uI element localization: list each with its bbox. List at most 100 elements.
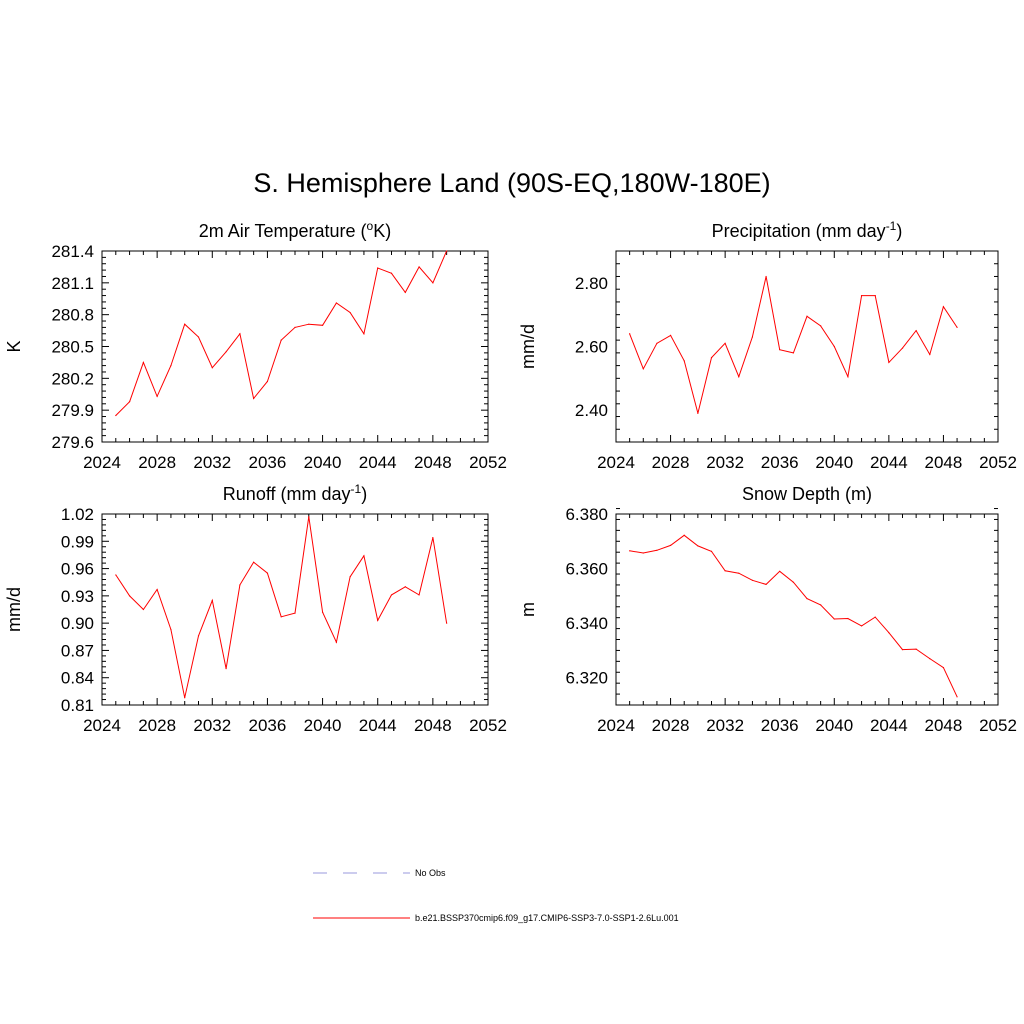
- data-point: [751, 336, 754, 338]
- data-point: [942, 306, 945, 308]
- y-axis-label: K: [4, 340, 24, 352]
- panel-title-text: 2m Air Temperature (: [199, 221, 367, 241]
- data-point: [779, 349, 781, 351]
- y-tick-label: 6.380: [565, 505, 608, 524]
- data-point: [820, 325, 822, 327]
- series-line: [629, 534, 958, 698]
- data-point: [915, 648, 917, 650]
- panel-title-suffix: ): [361, 484, 367, 504]
- y-tick-label: 2.60: [575, 338, 608, 357]
- panel-title-suffix: ): [896, 221, 902, 241]
- data-point: [432, 282, 434, 284]
- data-point: [929, 658, 931, 660]
- data-point: [656, 549, 658, 551]
- data-point: [751, 579, 754, 581]
- y-tick-label: 0.90: [61, 614, 94, 633]
- data-point: [211, 599, 213, 602]
- y-tick-label: 6.340: [565, 614, 608, 633]
- data-point: [321, 611, 324, 613]
- data-point: [211, 367, 213, 369]
- y-tick-label: 281.4: [51, 242, 94, 261]
- data-point: [779, 570, 781, 572]
- data-point: [738, 376, 740, 378]
- data-point: [294, 612, 296, 614]
- data-point: [765, 275, 767, 278]
- data-point: [363, 555, 365, 557]
- data-point: [847, 617, 849, 620]
- x-tick-label: 2048: [414, 453, 452, 472]
- y-tick-label: 0.84: [61, 669, 94, 688]
- y-tick-label: 6.320: [565, 669, 608, 688]
- y-tick-label: 1.02: [61, 505, 94, 524]
- data-point: [197, 336, 200, 338]
- data-point: [642, 368, 644, 370]
- data-point: [280, 616, 282, 618]
- y-axis-label: mm/d: [4, 587, 24, 632]
- data-point: [225, 668, 227, 670]
- data-point: [956, 326, 958, 328]
- data-point: [294, 326, 296, 328]
- data-point: [418, 594, 420, 596]
- data-point: [239, 584, 241, 586]
- x-tick-label: 2028: [652, 716, 690, 735]
- data-point: [377, 619, 379, 622]
- data-point: [404, 586, 406, 588]
- data-point: [669, 544, 672, 546]
- x-tick-label: 2048: [925, 453, 963, 472]
- data-point: [266, 380, 269, 383]
- data-point: [377, 267, 379, 269]
- data-point: [321, 324, 324, 326]
- x-tick-label: 2036: [761, 716, 799, 735]
- data-point: [128, 401, 131, 403]
- data-point: [697, 412, 699, 414]
- x-tick-label: 2040: [815, 716, 853, 735]
- data-point: [874, 616, 876, 618]
- data-point: [308, 516, 310, 518]
- y-tick-label: 2.80: [575, 274, 608, 293]
- data-point: [710, 357, 713, 359]
- data-point: [860, 625, 863, 627]
- panel-title: Precipitation (mm day-1): [712, 219, 903, 241]
- x-tick-label: 2040: [304, 453, 342, 472]
- data-point: [833, 618, 835, 620]
- y-tick-label: 6.360: [565, 560, 608, 579]
- data-point: [170, 365, 172, 367]
- x-tick-label: 2048: [925, 716, 963, 735]
- y-tick-label: 280.5: [51, 338, 94, 357]
- y-tick-label: 0.87: [61, 641, 94, 660]
- data-point: [390, 272, 393, 274]
- data-point: [128, 595, 131, 597]
- plot-frame: [101, 513, 489, 706]
- x-tick-label: 2032: [193, 716, 231, 735]
- panel-title-text: Runoff (mm day: [223, 484, 351, 504]
- data-point: [446, 622, 448, 624]
- x-tick-label: 2040: [815, 453, 853, 472]
- y-tick-label: 280.8: [51, 306, 94, 325]
- data-point: [349, 311, 351, 314]
- data-point: [280, 339, 282, 341]
- data-point: [833, 345, 835, 348]
- data-point: [432, 537, 434, 539]
- data-point: [697, 545, 699, 547]
- panel-title-superscript: -1: [886, 219, 897, 233]
- x-tick-label: 2036: [761, 453, 799, 472]
- data-point: [901, 649, 904, 651]
- data-point: [792, 352, 794, 354]
- data-point: [683, 360, 685, 362]
- panel-title-superscript: o: [367, 219, 374, 233]
- data-point: [184, 697, 186, 699]
- data-point: [724, 570, 726, 572]
- data-point: [669, 334, 672, 336]
- data-point: [390, 594, 393, 596]
- data-point: [792, 581, 794, 583]
- data-point: [115, 414, 117, 417]
- x-tick-label: 2052: [979, 453, 1017, 472]
- panel-title: Snow Depth (m): [742, 484, 872, 504]
- data-point: [629, 333, 631, 335]
- page-title: S. Hemisphere Land (90S-EQ,180W-180E): [253, 168, 771, 198]
- data-point: [642, 552, 644, 554]
- x-tick-label: 2044: [359, 453, 397, 472]
- x-tick-label: 2032: [193, 453, 231, 472]
- x-tick-label: 2032: [706, 453, 744, 472]
- data-point: [874, 294, 876, 297]
